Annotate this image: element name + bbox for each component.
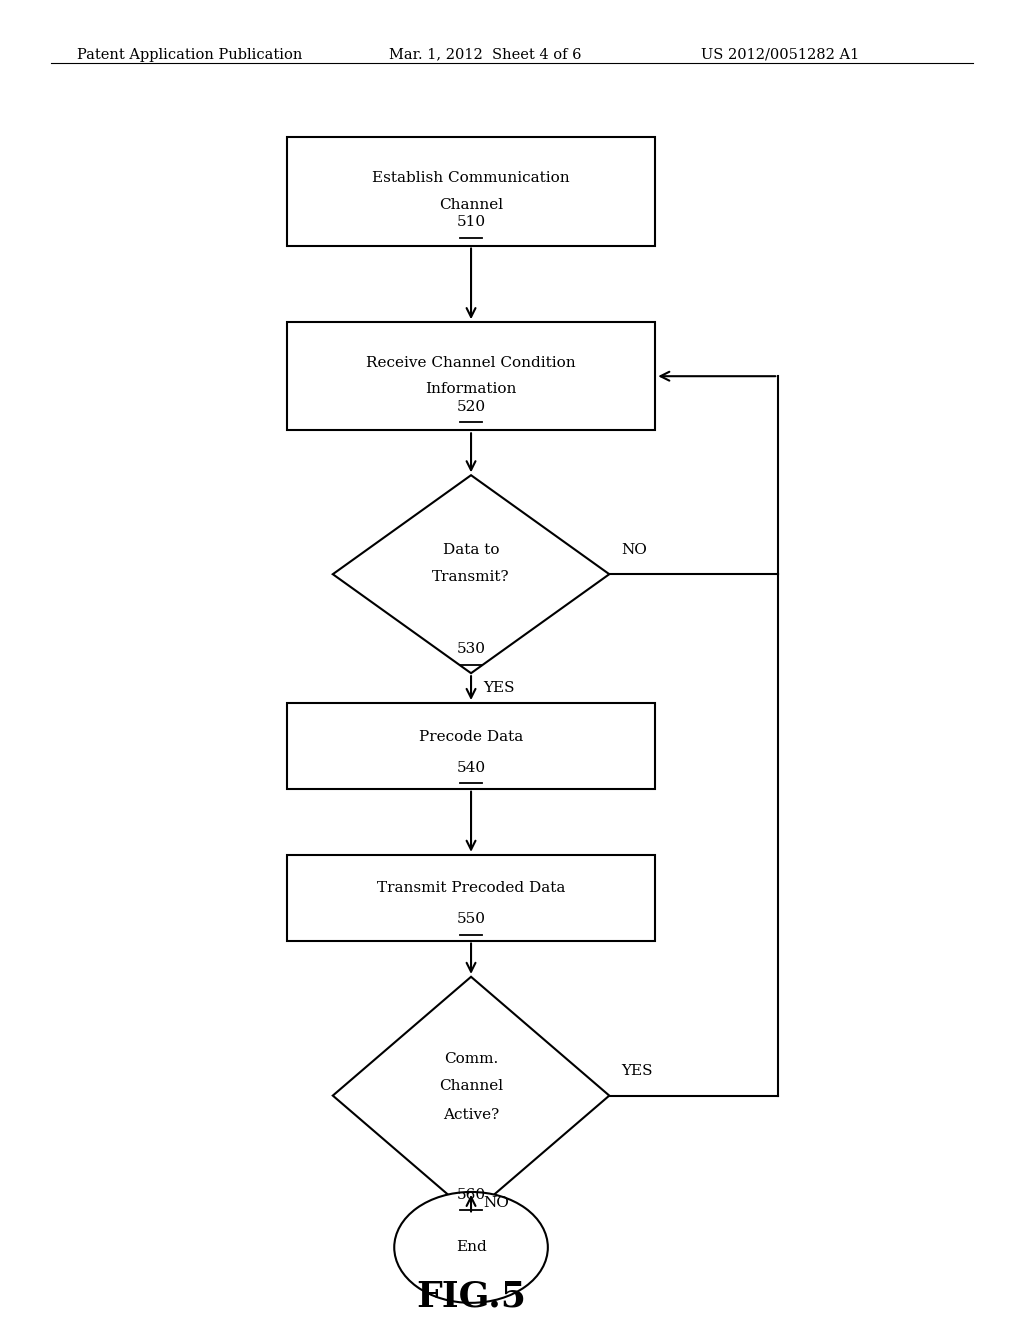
Text: 530: 530 (457, 643, 485, 656)
Text: Precode Data: Precode Data (419, 730, 523, 743)
Text: Comm.: Comm. (444, 1052, 498, 1065)
Ellipse shape (394, 1192, 548, 1303)
Text: Information: Information (425, 383, 517, 396)
Text: 520: 520 (457, 400, 485, 413)
Text: US 2012/0051282 A1: US 2012/0051282 A1 (701, 48, 860, 62)
Text: FIG.5: FIG.5 (416, 1279, 526, 1313)
Text: 540: 540 (457, 760, 485, 775)
Text: Channel: Channel (439, 198, 503, 211)
Text: Patent Application Publication: Patent Application Publication (77, 48, 302, 62)
Bar (287, 322, 655, 430)
Text: 560: 560 (457, 1188, 485, 1201)
Text: 550: 550 (457, 912, 485, 927)
Text: Transmit?: Transmit? (432, 570, 510, 583)
Text: NO: NO (483, 1196, 509, 1210)
Bar (287, 704, 655, 789)
Text: Mar. 1, 2012  Sheet 4 of 6: Mar. 1, 2012 Sheet 4 of 6 (389, 48, 582, 62)
Text: YES: YES (622, 1064, 653, 1078)
Text: Receive Channel Condition: Receive Channel Condition (367, 356, 575, 370)
Text: Transmit Precoded Data: Transmit Precoded Data (377, 882, 565, 895)
Bar (287, 137, 655, 246)
Text: NO: NO (622, 543, 647, 557)
Polygon shape (333, 475, 609, 673)
Bar (287, 855, 655, 940)
Text: 510: 510 (457, 215, 485, 228)
Text: End: End (456, 1241, 486, 1254)
Text: Establish Communication: Establish Communication (373, 172, 569, 185)
Polygon shape (333, 977, 609, 1214)
Text: YES: YES (483, 681, 515, 696)
Text: Channel: Channel (439, 1080, 503, 1093)
Text: Active?: Active? (443, 1109, 499, 1122)
Text: Data to: Data to (442, 544, 500, 557)
